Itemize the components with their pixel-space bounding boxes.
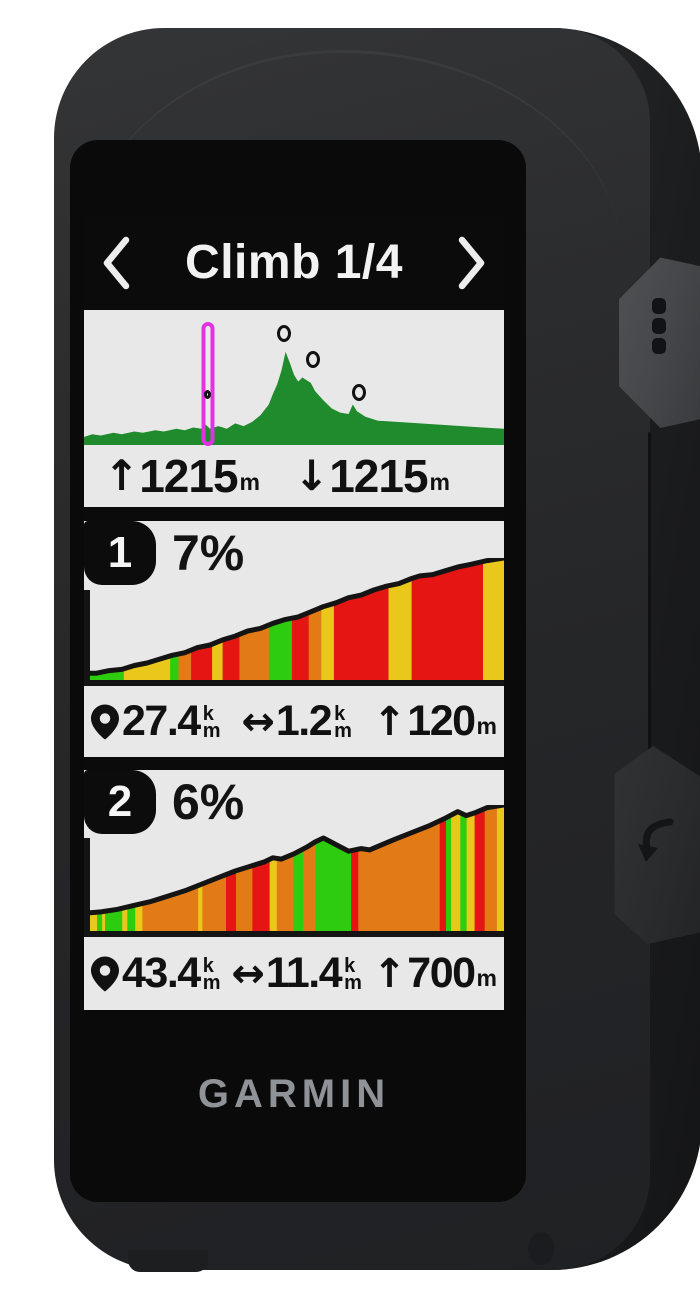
power-button-dots-icon [652,298,666,314]
climb-number-badge: 1 [84,521,156,585]
location-pin-icon [91,704,119,739]
arrow-left-right-icon: ↔ [231,950,265,997]
climb-number-badge: 2 [84,770,156,834]
gradient-band [321,558,335,686]
climb-length-value: 1.2 [275,697,333,745]
location-pin-icon [91,956,119,991]
elevation-area [84,351,504,445]
device-top-seam [82,50,622,260]
climb-ascent-unit: m [476,713,497,739]
climb-ascent-unit: m [476,965,497,991]
gradient-band [460,805,468,937]
climb-ascent-value: 120 [407,697,476,745]
gradient-band [308,558,323,686]
gradient-band [388,558,413,686]
gradient-band [446,805,452,937]
climb-marker-icon [305,350,320,368]
elevation-profile-area [84,310,504,447]
climb-ascent-stat: ↑ 700 m [373,952,497,995]
power-button-dots-icon [652,318,666,334]
gradient-band [333,558,390,686]
card-divider [84,757,504,770]
climb-ascent-value: 700 [407,949,476,997]
climb-average-grade: 6% [172,774,245,830]
arrow-up-icon: ↑ [104,451,140,500]
gradient-band [466,805,476,937]
gradient-band [483,558,504,686]
gradient-band [351,805,359,937]
gradient-band [474,805,486,937]
climb-profile-outline [84,805,504,916]
total-ascent-metric: ↑ 1215 m [104,453,260,499]
total-descent-value: 1215 [329,450,428,502]
chevron-right-icon[interactable] [456,235,488,291]
lap-arrow-icon [638,818,674,862]
arrow-up-icon: ↑ [372,950,407,997]
arrow-left-right-icon: ↔ [241,698,275,745]
ambient-light-sensor [528,1232,554,1265]
total-ascent-value: 1215 [139,450,238,502]
total-ascent-descent-row: ↑ 1215 m ↓ 1215 m [84,445,504,507]
gradient-band [303,805,317,937]
gradient-band [484,805,498,937]
chevron-left-icon[interactable] [100,235,132,291]
chart-axis [84,590,504,686]
climb-marker-icon [276,324,291,342]
lap-button[interactable] [614,746,700,944]
gradient-band [291,558,310,686]
route-elevation-overview[interactable]: ↑ 1215 m ↓ 1215 m [84,310,504,507]
page-title: Climb 1/4 [185,236,403,289]
climb-profile-outline [84,558,504,676]
climb-2-gradient-chart [84,805,504,937]
selected-climb-cursor-icon [201,322,215,447]
power-button[interactable] [619,257,700,428]
screen-header: Climb 1/4 [84,215,504,310]
chart-axis [84,838,504,937]
gradient-band [293,805,305,937]
climb-length-value: 11.4 [265,949,343,997]
elevation-profile-chart [84,351,504,445]
climbpro-screen: Climb 1/4 [84,215,504,1010]
card-divider [84,507,504,521]
gradient-band [411,558,484,686]
climb-2-header: 2 6% [84,770,244,834]
arrow-down-icon: ↓ [294,451,330,500]
climb-ascent-stat: ↑ 120 m [373,700,497,743]
total-descent-metric: ↓ 1215 m [294,453,450,499]
arrow-up-icon: ↑ [372,698,407,745]
climb-average-grade: 7% [172,525,245,581]
screen-bezel: Climb 1/4 [70,140,554,1265]
device-mount-tab [128,1250,208,1272]
total-ascent-unit: m [239,469,260,495]
gradient-band [276,805,294,937]
climb-marker-icon [352,384,367,402]
gradient-band [252,805,271,937]
gradient-band [269,805,278,937]
gradient-band [496,805,504,937]
brand-logo: GARMIN [197,1072,391,1116]
cursor-circle-marker-icon [204,390,212,400]
gradient-band [315,805,352,937]
power-button-dots-icon [652,338,666,354]
gradient-band [451,805,462,937]
total-descent-unit: m [429,469,450,495]
distance-to-value: 43.4 [122,949,201,997]
device-side-seam [648,432,651,752]
gradient-band [439,805,447,937]
climb-1-header: 1 7% [84,521,244,585]
distance-to-value: 27.4 [122,697,201,745]
